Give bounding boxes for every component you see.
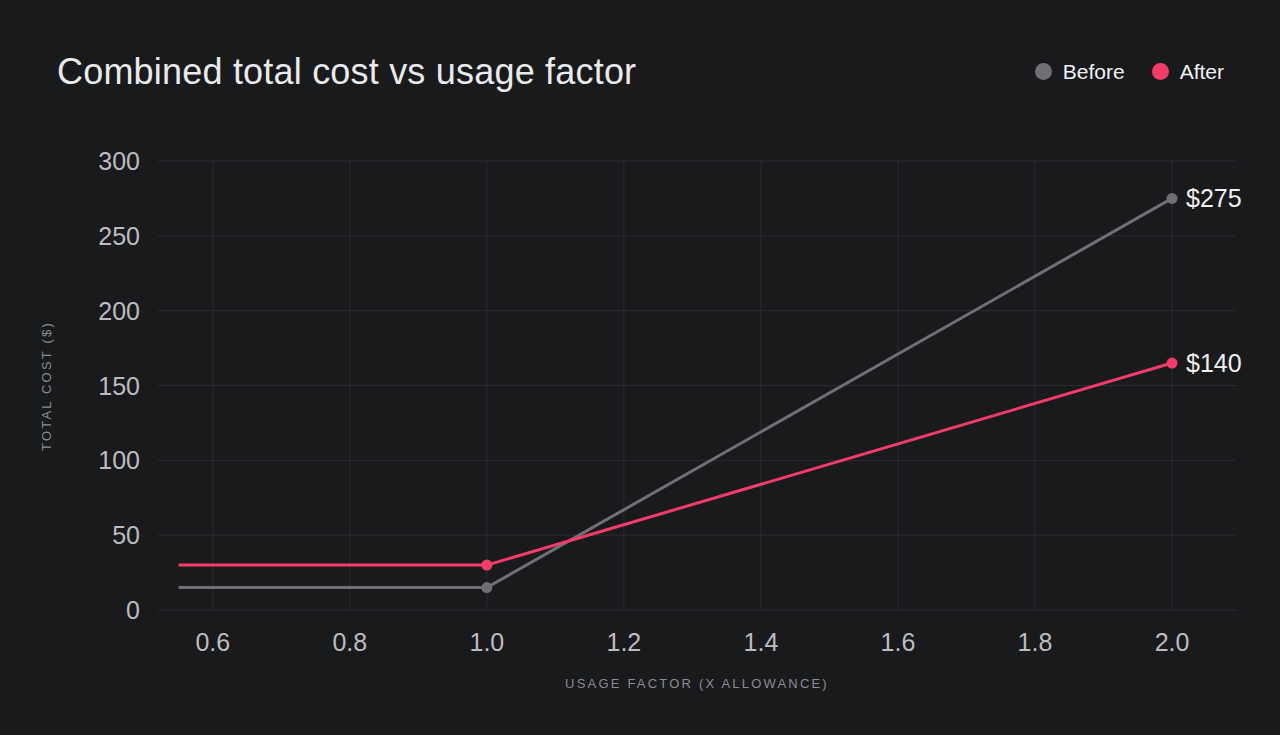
- x-tick-label: 1.6: [881, 628, 916, 656]
- series-line-before: [179, 198, 1172, 587]
- x-tick-label: 0.6: [195, 628, 230, 656]
- x-tick-label: 1.4: [744, 628, 779, 656]
- chart-card: Combined total cost vs usage factor Befo…: [0, 0, 1280, 735]
- y-tick-label: 300: [98, 147, 140, 175]
- series-marker-after: [1167, 358, 1178, 369]
- x-tick-label: 1.2: [607, 628, 642, 656]
- x-tick-label: 1.8: [1018, 628, 1053, 656]
- x-tick-label: 2.0: [1155, 628, 1190, 656]
- y-axis-title: TOTAL COST ($): [39, 321, 54, 451]
- series-end-label-before: $275: [1186, 184, 1242, 212]
- y-tick-label: 150: [98, 372, 140, 400]
- series-marker-after: [481, 560, 492, 571]
- y-tick-label: 100: [98, 446, 140, 474]
- x-tick-label: 0.8: [332, 628, 367, 656]
- y-tick-label: 0: [126, 596, 140, 624]
- y-tick-label: 200: [98, 297, 140, 325]
- x-tick-label: 1.0: [469, 628, 504, 656]
- y-tick-label: 250: [98, 222, 140, 250]
- series-marker-before: [1167, 193, 1178, 204]
- x-axis-title: USAGE FACTOR (X ALLOWANCE): [158, 676, 1236, 691]
- line-chart: 0 50 100 150 200 250 300 0.6 0.8 1.0 1.2 1.4 1.6 1.8 2…: [0, 0, 1280, 735]
- series-marker-before: [481, 582, 492, 593]
- series-end-label-after: $140: [1186, 349, 1242, 377]
- y-tick-label: 50: [112, 521, 140, 549]
